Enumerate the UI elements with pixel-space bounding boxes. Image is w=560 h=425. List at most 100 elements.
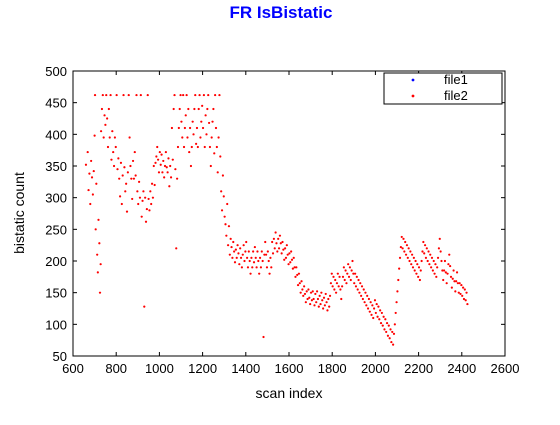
data-point-file2 — [95, 182, 98, 185]
data-point-file2 — [315, 301, 318, 304]
data-point-file2 — [347, 263, 350, 266]
data-point-file2 — [462, 297, 466, 301]
data-point-file2 — [320, 291, 323, 294]
data-point-file2 — [271, 240, 274, 244]
data-point-file2 — [325, 301, 328, 304]
data-point-file2 — [110, 158, 113, 161]
data-point-file2 — [312, 297, 315, 301]
data-point-file2 — [203, 145, 206, 149]
y-axis-label: bistatic count — [11, 172, 27, 254]
x-tick-label: 2200 — [404, 361, 433, 376]
data-point-file2 — [398, 267, 401, 270]
data-point-file2 — [363, 301, 366, 304]
data-point-file2 — [191, 120, 194, 123]
data-point-file2 — [275, 242, 278, 245]
data-point-file2 — [346, 272, 349, 275]
data-point-file2 — [255, 266, 258, 269]
data-point-file2 — [385, 330, 388, 334]
data-point-file2 — [464, 299, 467, 302]
data-point-file2 — [91, 193, 94, 196]
data-point-file2 — [412, 256, 415, 259]
data-points — [84, 93, 469, 346]
data-point-file2 — [359, 282, 362, 285]
data-point-file2 — [389, 328, 392, 331]
data-point-file2 — [112, 150, 115, 154]
data-point-file2 — [277, 247, 281, 250]
data-point-file2 — [349, 278, 352, 282]
data-point-file2 — [204, 114, 207, 117]
data-point-file2 — [315, 290, 319, 293]
data-point-file2 — [239, 247, 242, 250]
data-point-file2 — [423, 252, 426, 255]
data-point-file2 — [188, 126, 192, 130]
x-tick-label: 1400 — [231, 361, 260, 376]
data-point-file2 — [175, 247, 178, 250]
data-point-file2 — [309, 291, 313, 294]
data-point-file2 — [365, 304, 368, 307]
data-point-file2 — [341, 285, 344, 288]
data-point-file2 — [401, 247, 404, 250]
data-point-file2 — [234, 248, 237, 251]
data-point-file2 — [151, 196, 155, 199]
data-point-file2 — [87, 188, 90, 192]
data-point-file2 — [128, 136, 131, 139]
data-point-file2 — [150, 202, 153, 206]
data-point-file2 — [414, 259, 417, 263]
data-point-file2 — [111, 130, 114, 133]
data-point-file2 — [290, 258, 294, 261]
data-point-file2 — [268, 272, 271, 275]
data-point-file2 — [379, 309, 382, 312]
data-point-file2 — [90, 176, 94, 179]
data-point-file2 — [178, 107, 181, 111]
data-point-file2 — [339, 288, 342, 291]
data-point-file2 — [229, 237, 232, 240]
data-point-file2 — [262, 335, 265, 339]
data-point-file2 — [207, 93, 210, 97]
data-point-file2 — [302, 294, 305, 297]
data-point-file2 — [166, 171, 169, 174]
data-point-file2 — [404, 240, 407, 244]
data-point-file2 — [107, 107, 110, 111]
data-point-file2 — [392, 343, 395, 346]
data-point-file2 — [344, 269, 347, 272]
data-point-file2 — [331, 285, 334, 288]
chart-title: FR IsBistatic — [230, 3, 333, 22]
data-point-file2 — [323, 304, 326, 307]
x-tick-label: 2400 — [447, 361, 476, 376]
data-point-file2 — [165, 166, 168, 169]
data-point-file2 — [139, 93, 142, 97]
data-point-file2 — [258, 256, 262, 259]
data-point-file2 — [197, 107, 200, 111]
data-point-file2 — [180, 120, 183, 123]
data-point-file2 — [458, 282, 461, 285]
data-point-file2 — [354, 285, 358, 288]
data-point-file2 — [342, 266, 345, 269]
data-point-file2 — [123, 166, 126, 169]
data-point-file2 — [248, 259, 251, 263]
data-point-file2 — [92, 169, 95, 173]
data-point-file2 — [311, 290, 314, 293]
x-tick-label: 600 — [62, 361, 84, 376]
data-point-file2 — [333, 288, 336, 291]
data-point-file2 — [442, 269, 446, 272]
data-point-file2 — [421, 250, 424, 253]
data-point-file2 — [106, 117, 109, 120]
data-point-file2 — [361, 297, 364, 301]
data-point-file2 — [335, 282, 339, 285]
data-point-file2 — [200, 120, 203, 123]
data-point-file2 — [137, 202, 140, 206]
data-point-file2 — [213, 152, 216, 155]
data-point-file2 — [240, 266, 244, 269]
data-point-file2 — [119, 161, 123, 164]
data-point-file2 — [380, 311, 383, 315]
data-point-file2 — [184, 114, 187, 117]
data-point-file2 — [287, 263, 290, 266]
data-point-file2 — [125, 210, 129, 213]
data-point-file2 — [300, 280, 303, 283]
y-tick-label: 400 — [45, 127, 67, 142]
x-tick-label: 1000 — [145, 361, 174, 376]
data-point-file2 — [256, 250, 259, 253]
data-point-file2 — [96, 253, 99, 256]
data-point-file2 — [231, 256, 234, 259]
data-point-file2 — [99, 263, 102, 266]
